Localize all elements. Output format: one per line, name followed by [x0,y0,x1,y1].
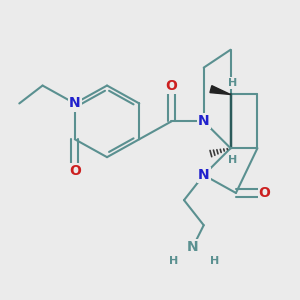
Text: H: H [210,256,219,266]
Text: O: O [69,164,81,178]
Text: N: N [198,114,209,128]
Text: N: N [187,240,199,254]
Text: H: H [169,256,178,266]
Text: H: H [228,155,237,165]
Text: N: N [69,96,81,110]
Text: H: H [228,78,237,88]
Text: O: O [259,186,271,200]
Text: N: N [198,168,209,182]
Text: O: O [166,79,177,92]
Polygon shape [210,86,231,94]
